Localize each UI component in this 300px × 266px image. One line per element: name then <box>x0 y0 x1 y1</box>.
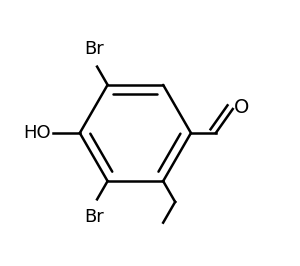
Text: O: O <box>234 98 249 117</box>
Text: Br: Br <box>84 208 104 226</box>
Text: HO: HO <box>23 124 51 142</box>
Text: Br: Br <box>84 40 104 58</box>
